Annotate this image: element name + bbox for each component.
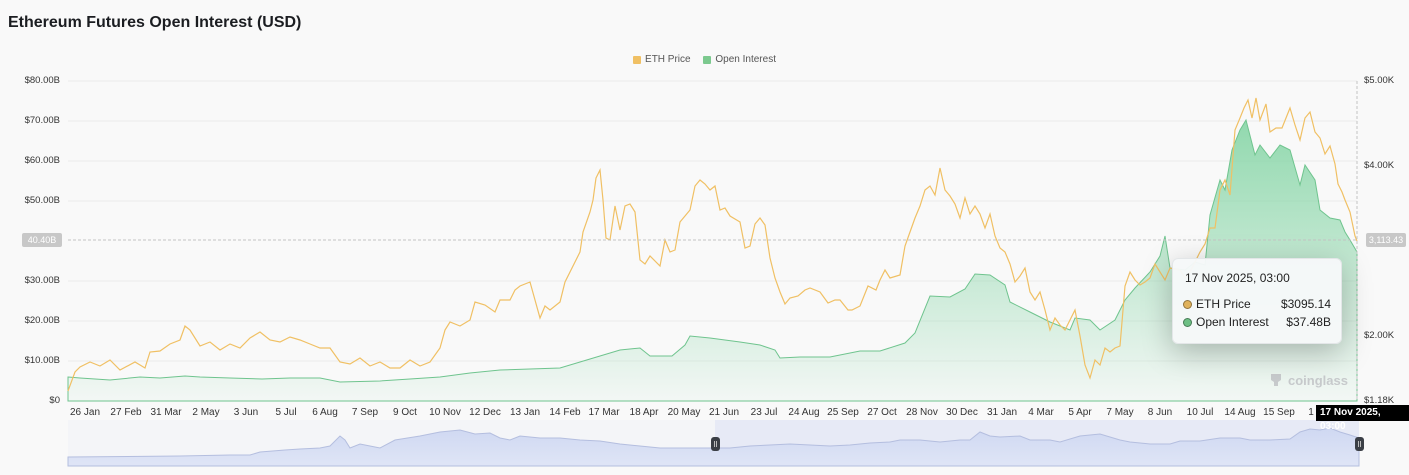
- y-tick-left: $70.00B: [24, 115, 60, 126]
- x-tick: 3 Jun: [233, 407, 259, 418]
- x-tick: 25 Sep: [827, 407, 859, 418]
- x-tick: 31 Mar: [150, 407, 182, 418]
- legend-item-open-interest[interactable]: Open Interest: [703, 54, 776, 65]
- x-tick: 9 Oct: [393, 407, 417, 418]
- watermark-text: coinglass: [1288, 372, 1348, 388]
- y-tick-right: $1.18K: [1364, 395, 1395, 406]
- x-tick: 24 Aug: [788, 407, 820, 418]
- y-tick-left: $80.00B: [24, 75, 60, 86]
- tooltip: 17 Nov 2025, 03:00 ETH Price $3095.14 Op…: [1172, 258, 1342, 344]
- x-tick: 13 Jan: [509, 407, 541, 418]
- x-tick: 30 Dec: [946, 407, 978, 418]
- x-tick: 21 Jun: [708, 407, 740, 418]
- x-tick: 27 Feb: [110, 407, 142, 418]
- x-tick: 12 Dec: [469, 407, 501, 418]
- chart-title: Ethereum Futures Open Interest (USD): [8, 14, 302, 31]
- legend-label: ETH Price: [645, 54, 691, 65]
- open-interest-swatch-icon: [703, 55, 712, 64]
- x-tick: 31 Jan: [986, 407, 1018, 418]
- range-navigator: [67, 420, 1360, 467]
- tooltip-date: 17 Nov 2025, 03:00: [1185, 271, 1290, 285]
- x-tick: 2 May: [192, 407, 220, 418]
- x-tick: 10 Jul: [1186, 407, 1214, 418]
- navigator-left-handle[interactable]: [711, 437, 720, 451]
- x-tick: 28 Nov: [906, 407, 938, 418]
- legend-label: Open Interest: [715, 54, 776, 65]
- coinglass-logo-icon: [1271, 374, 1281, 386]
- x-tick: 7 Sep: [351, 407, 379, 418]
- eth-price-swatch-icon: [633, 55, 642, 64]
- x-tick: 10 Nov: [429, 407, 461, 418]
- tooltip-row-open-interest: Open Interest $37.48B: [1183, 315, 1331, 329]
- y-tick-left: $50.00B: [24, 195, 60, 206]
- x-tick: 14 Aug: [1224, 407, 1256, 418]
- navigator-right-handle[interactable]: [1355, 437, 1364, 451]
- x-tick: 15 Sep: [1263, 407, 1295, 418]
- crosshair-x-value-tag: 17 Nov 2025, 03:00: [1316, 405, 1409, 432]
- x-tick: 23 Jul: [750, 407, 778, 418]
- legend: ETH Price Open Interest: [0, 54, 1409, 67]
- y-tick-left: $20.00B: [24, 315, 60, 326]
- x-tick: 18 Apr: [629, 407, 659, 418]
- crosshair-right-value-tag: 3,113.43: [1366, 233, 1406, 247]
- navigator-area: [67, 427, 1360, 467]
- tooltip-value: $37.48B: [1286, 315, 1331, 329]
- x-tick: 26 Jan: [69, 407, 101, 418]
- y-tick-left: $0: [49, 395, 60, 406]
- tooltip-row-eth-price: ETH Price $3095.14: [1183, 297, 1331, 311]
- eth-price-dot-icon: [1183, 299, 1192, 309]
- x-tick: 27 Oct: [867, 407, 897, 418]
- y-tick-right: $2.00K: [1364, 330, 1395, 341]
- x-tick: 6 Aug: [312, 407, 338, 418]
- x-tick: 7 May: [1106, 407, 1134, 418]
- open-interest-dot-icon: [1183, 317, 1192, 327]
- tooltip-value: $3095.14: [1280, 297, 1331, 311]
- open-interest-area: [67, 118, 1358, 402]
- x-tick: 5 Apr: [1068, 407, 1092, 418]
- watermark: coinglass: [1268, 372, 1348, 388]
- y-tick-left: $10.00B: [24, 355, 60, 366]
- y-tick-right: $5.00K: [1364, 75, 1395, 86]
- x-tick: 5 Jul: [275, 407, 297, 418]
- y-tick-left: $30.00B: [24, 275, 60, 286]
- legend-item-eth-price[interactable]: ETH Price: [633, 54, 691, 65]
- x-tick: 4 Mar: [1028, 407, 1054, 418]
- x-tick: 8 Jun: [1147, 407, 1173, 418]
- x-tick: 17 Mar: [588, 407, 620, 418]
- y-tick-left: $60.00B: [24, 155, 60, 166]
- tooltip-label: Open Interest: [1196, 315, 1269, 329]
- tooltip-label: ETH Price: [1196, 297, 1251, 311]
- y-tick-right: $4.00K: [1364, 160, 1395, 171]
- x-tick: 1: [1308, 407, 1314, 418]
- x-tick: 14 Feb: [549, 407, 581, 418]
- crosshair-left-value-tag: 40.40B: [22, 233, 62, 247]
- x-tick: 20 May: [667, 407, 701, 418]
